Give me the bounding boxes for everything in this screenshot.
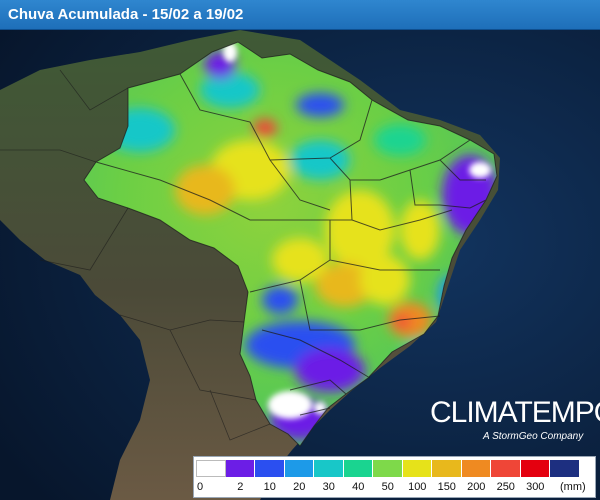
legend-tick-label: 2 xyxy=(237,481,244,493)
legend-swatch xyxy=(314,460,344,477)
legend-tick-label: 150 xyxy=(437,481,456,493)
legend-tick-label: 200 xyxy=(467,481,486,493)
legend-tick-label: 100 xyxy=(408,481,427,493)
legend-tick-label: 300 xyxy=(526,481,545,493)
legend-swatch xyxy=(520,460,550,477)
legend-tick-label: 40 xyxy=(352,481,365,493)
legend-swatch xyxy=(373,460,403,477)
legend-ticks: 0 2 10 20 30 40 50 100 150 200 250 300 xyxy=(194,481,594,495)
legend-unit: (mm) xyxy=(560,481,586,493)
legend-tick-label: 30 xyxy=(322,481,335,493)
legend-swatch xyxy=(491,460,521,477)
legend-swatch xyxy=(432,460,462,477)
legend-swatch xyxy=(461,460,491,477)
legend-tick-label: 250 xyxy=(496,481,515,493)
legend-swatch xyxy=(402,460,432,477)
rainfall-map xyxy=(0,30,600,500)
legend-tick-label: 20 xyxy=(293,481,306,493)
legend-tick-label: 10 xyxy=(263,481,276,493)
legend-swatches xyxy=(196,460,580,477)
brand-tagline: A StormGeo Company xyxy=(483,431,584,442)
country-borders xyxy=(0,69,271,441)
legend-tick-label: 50 xyxy=(381,481,394,493)
map-title: Chuva Acumulada - 15/02 a 19/02 xyxy=(0,0,600,30)
state-borders xyxy=(83,41,498,447)
brand-name: CLIMATEMPO xyxy=(430,396,600,429)
legend-swatch xyxy=(225,460,255,477)
legend-swatch xyxy=(196,460,226,477)
legend-tick-label: 0 xyxy=(196,481,204,493)
legend-swatch xyxy=(284,460,314,477)
rainfall-legend: 0 2 10 20 30 40 50 100 150 200 250 300 (mm) xyxy=(193,456,596,498)
legend-swatch xyxy=(550,460,580,477)
brand-logo: CLIMATEMPO A StormGeo Company xyxy=(430,396,600,443)
legend-swatch xyxy=(343,460,373,477)
legend-swatch xyxy=(255,460,285,477)
